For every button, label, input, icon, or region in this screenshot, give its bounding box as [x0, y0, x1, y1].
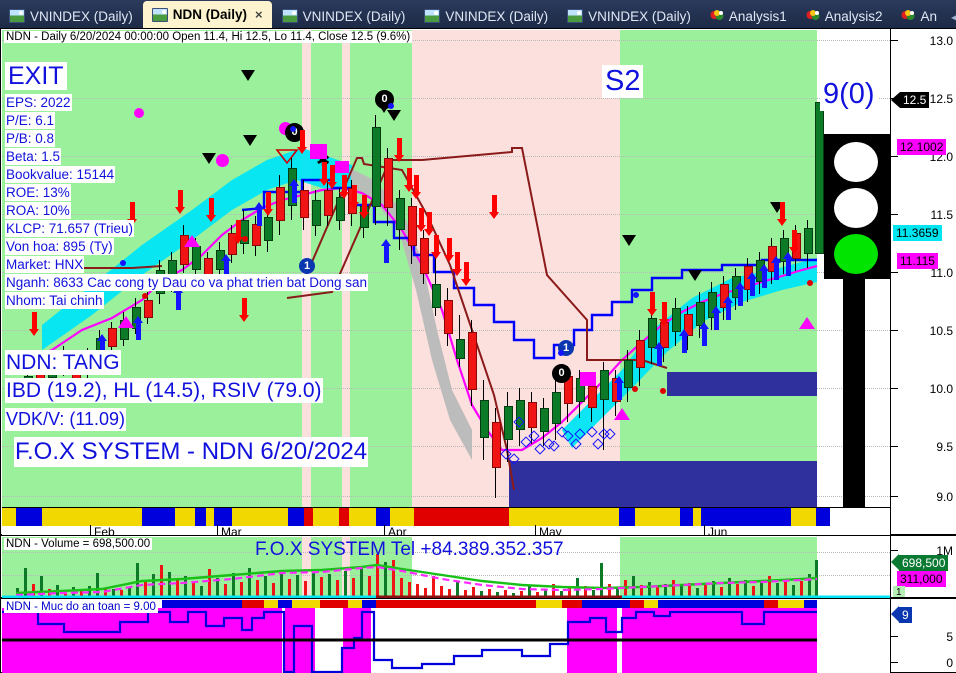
- tab-label: VNINDEX (Daily): [30, 8, 133, 24]
- price-tick: 9.5: [936, 440, 953, 454]
- tab-label: An: [920, 8, 937, 24]
- tab-label: Analysis1: [728, 8, 787, 24]
- chart-icon: [151, 7, 168, 22]
- tab-prev-icon[interactable]: ◀: [951, 10, 956, 24]
- ratings-line: IBD (19.2), HL (14.5), RSIV (79.0): [5, 378, 323, 403]
- price-tick: 11.5: [930, 208, 953, 222]
- trend-tag: 11.3659: [893, 225, 942, 241]
- balloons-icon: [901, 10, 915, 22]
- info-line: KLCP: 71.657 (Trieu): [5, 220, 135, 237]
- tab-label: Analysis2: [824, 8, 883, 24]
- tab-vnindex-4[interactable]: VNINDEX (Daily): [558, 4, 700, 28]
- price-chart-panel[interactable]: ✱: [0, 28, 956, 538]
- tab-ndn-active[interactable]: NDN (Daily) ×: [142, 1, 272, 28]
- chart-icon: [567, 9, 584, 23]
- price-tick: 13.0: [929, 34, 953, 48]
- info-line: Nganh: 8633 Cac cong ty Dau co va phat t…: [5, 274, 368, 291]
- safety-value-badge: 9: [899, 607, 912, 623]
- resistance-tag: 12.1002: [897, 139, 947, 155]
- resistance-zone: [667, 372, 817, 396]
- info-line: ROE: 13%: [5, 184, 71, 201]
- price-tick: 11.0: [930, 266, 953, 280]
- info-line: Market: HNX: [5, 256, 85, 273]
- info-line: ROA: 10%: [5, 202, 71, 219]
- price-plot-area[interactable]: ✱: [2, 30, 890, 507]
- watermark: F.O.X SYSTEM Tel +84.389.352.357: [255, 539, 564, 560]
- tab-vnindex-1[interactable]: VNINDEX (Daily): [0, 4, 142, 28]
- volume-plot-area[interactable]: NDN - Volume = 698,500.00 F.O.X SYSTEM T…: [2, 537, 890, 598]
- tab-label: VNINDEX (Daily): [302, 8, 406, 24]
- info-line: Nhom: Tai chinh: [5, 292, 104, 309]
- support-tag: 11.115: [897, 253, 938, 269]
- safety-tick: 5: [946, 630, 953, 644]
- tab-analysis3[interactable]: An: [892, 4, 946, 28]
- volume-tick-top: 1M: [936, 544, 953, 558]
- info-line: P/E: 6.1: [5, 112, 56, 129]
- balloons-icon: [806, 10, 820, 22]
- safety-tick: 0: [946, 656, 953, 670]
- safety-plot-area[interactable]: NDN - Muc do an toan = 9.00: [2, 600, 890, 673]
- volume-ma-lines: [2, 563, 890, 598]
- info-line: Von hoa: 895 (Ty): [5, 238, 114, 255]
- price-header: NDN - Daily 6/20/2024 00:00:00 Open 11.4…: [4, 31, 413, 43]
- chart-icon: [9, 9, 25, 23]
- tab-label: NDN (Daily): [172, 7, 248, 22]
- tab-label: VNINDEX (Daily): [445, 8, 549, 24]
- regime-ribbon: [2, 508, 890, 526]
- price-tick: 9.0: [936, 490, 953, 504]
- date-label: May: [535, 525, 562, 538]
- safety-line: [2, 610, 817, 673]
- zero-marker: 0: [375, 90, 394, 109]
- regime-band-pink: [342, 30, 350, 507]
- volume-header: NDN - Volume = 698,500.00: [4, 538, 153, 550]
- tab-analysis2[interactable]: Analysis2: [797, 4, 892, 28]
- date-axis: Feb Mar Apr May Jun: [2, 507, 890, 538]
- regime-band-green: [311, 30, 342, 507]
- tab-label: VNINDEX (Daily): [588, 8, 691, 24]
- volume-axis[interactable]: 1M 698,500 311,000 1: [890, 536, 956, 597]
- tab-bar[interactable]: VNINDEX (Daily) NDN (Daily) × VNINDEX (D…: [0, 0, 956, 28]
- date-label: Jun: [704, 525, 727, 538]
- balloons-icon: [710, 10, 724, 22]
- support-zone: [509, 461, 817, 507]
- volume-min-tag: 1: [893, 586, 905, 597]
- date-label: Apr: [384, 525, 407, 538]
- date-label: Mar: [217, 525, 242, 538]
- traffic-light-green: [834, 234, 878, 274]
- signal-block: NDN: TANG IBD (19.2), HL (14.5), RSIV (7…: [5, 350, 369, 467]
- tab-vnindex-3[interactable]: VNINDEX (Daily): [415, 4, 557, 28]
- tab-analysis1[interactable]: Analysis1: [701, 4, 796, 28]
- exit-label: EXIT: [5, 62, 67, 90]
- system-title: F.O.X SYSTEM - NDN 6/20/2024: [14, 437, 369, 467]
- signal-line: NDN: TANG: [5, 350, 121, 375]
- volume-last-tag: 698,500: [899, 555, 949, 571]
- safety-header: NDN - Muc do an toan = 9.00: [4, 601, 158, 613]
- safety-axis[interactable]: 9 5 0: [890, 599, 956, 672]
- info-line: EPS: 2022: [5, 94, 72, 111]
- chart-icon: [424, 9, 441, 23]
- info-line: P/B: 0.8: [5, 130, 56, 147]
- vdk-line: VDK/V: (11.09): [5, 408, 127, 431]
- date-label: Feb: [90, 525, 115, 538]
- safety-indicator-panel[interactable]: NDN - Muc do an toan = 9.00 9 5 0: [0, 598, 956, 673]
- fundamentals-block: EPS: 2022 P/E: 6.1 P/B: 0.8 Beta: 1.5 Bo…: [5, 94, 368, 310]
- info-line: Beta: 1.5: [5, 148, 62, 165]
- price-tick: 10.5: [929, 324, 953, 338]
- volume-avg-tag: 311,000: [897, 571, 946, 587]
- price-axis[interactable]: 13.0 12.5 12.0 11.5 11.0 10.5 10.0 9.5 9…: [890, 29, 956, 534]
- chart-icon: [281, 9, 298, 23]
- s2-label: S2: [602, 65, 644, 98]
- tab-vnindex-2[interactable]: VNINDEX (Daily): [273, 4, 415, 28]
- last-price-tag: 12.5: [900, 92, 930, 108]
- zero-marker: 0: [552, 364, 571, 383]
- volume-header-text: NDN - Volume = 698,500.00: [6, 538, 151, 550]
- info-line: Bookvalue: 15144: [5, 166, 116, 183]
- price-tick: 12.5: [929, 92, 953, 106]
- price-tick: 10.0: [929, 382, 953, 396]
- one-marker: 1: [299, 258, 315, 274]
- volume-chart-panel[interactable]: NDN - Volume = 698,500.00 F.O.X SYSTEM T…: [0, 535, 956, 598]
- close-icon[interactable]: ×: [255, 7, 263, 22]
- score-label: 9(0): [820, 78, 878, 111]
